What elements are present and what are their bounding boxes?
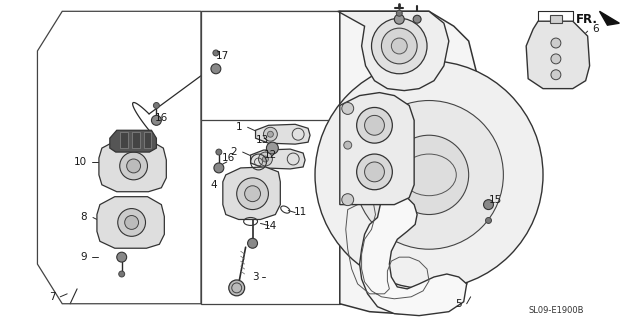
Circle shape [125,215,139,229]
Circle shape [152,116,162,125]
Circle shape [248,238,257,248]
Polygon shape [342,182,467,316]
Polygon shape [340,11,479,314]
Circle shape [120,152,148,180]
Text: 12: 12 [264,150,277,160]
Text: SL09-E1900B: SL09-E1900B [528,306,584,315]
Circle shape [486,218,491,223]
Text: 3: 3 [252,272,259,282]
Circle shape [357,154,392,190]
Circle shape [236,178,268,210]
Polygon shape [256,124,310,144]
Circle shape [245,186,261,202]
Polygon shape [338,11,449,91]
Circle shape [118,209,145,236]
Text: 11: 11 [294,206,307,217]
Text: 16: 16 [222,153,235,163]
Circle shape [394,14,404,24]
Circle shape [266,142,278,154]
Circle shape [372,18,427,74]
Bar [143,132,152,148]
Polygon shape [526,21,590,89]
Circle shape [117,252,127,262]
Circle shape [396,10,402,16]
Text: 6: 6 [592,24,599,34]
Circle shape [413,15,421,23]
Circle shape [551,54,561,64]
Bar [120,132,127,148]
Polygon shape [3,1,631,319]
Polygon shape [250,149,305,169]
Polygon shape [97,197,164,248]
Circle shape [119,271,125,277]
Circle shape [213,50,219,56]
Text: 10: 10 [74,157,87,167]
Circle shape [342,102,354,114]
Circle shape [211,64,221,74]
Text: 17: 17 [216,51,230,61]
Text: FR.: FR. [576,13,598,26]
Text: 14: 14 [264,221,277,231]
Polygon shape [600,11,619,25]
Circle shape [229,280,245,296]
Text: 1: 1 [235,122,242,132]
Bar [201,11,340,120]
Text: 9: 9 [81,252,87,262]
Circle shape [365,116,384,135]
Circle shape [484,200,493,210]
Polygon shape [223,167,280,220]
Text: 4: 4 [210,180,217,190]
Circle shape [354,100,503,249]
Circle shape [342,194,354,206]
Circle shape [214,163,224,173]
Circle shape [153,102,159,108]
Circle shape [315,61,543,289]
Circle shape [357,108,392,143]
Text: 7: 7 [49,292,56,302]
Circle shape [551,38,561,48]
Bar [550,15,562,23]
Circle shape [391,38,407,54]
Circle shape [344,141,352,149]
Circle shape [264,127,277,141]
Polygon shape [340,92,414,204]
Circle shape [259,152,273,166]
Circle shape [262,156,268,162]
Text: 16: 16 [155,113,168,124]
Circle shape [382,28,417,64]
Circle shape [389,135,469,214]
Text: 2: 2 [230,147,237,157]
Text: 15: 15 [489,195,502,205]
Circle shape [551,70,561,80]
Text: 5: 5 [455,299,462,309]
Text: 13: 13 [256,135,269,145]
Circle shape [365,162,384,182]
Circle shape [127,159,141,173]
Text: 8: 8 [81,212,87,222]
Circle shape [216,149,222,155]
Circle shape [268,131,273,137]
Polygon shape [110,130,157,152]
Bar [132,132,139,148]
Polygon shape [99,140,166,192]
